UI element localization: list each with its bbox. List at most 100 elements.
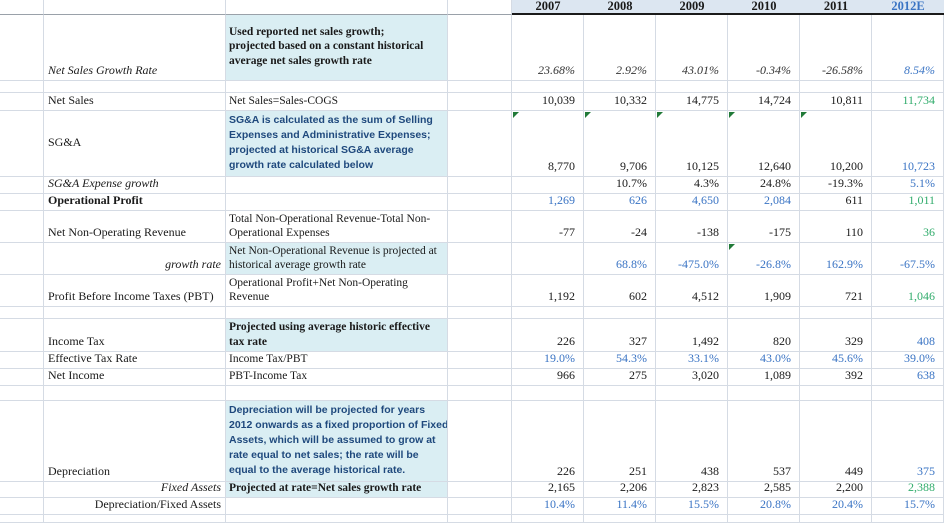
cell-col-d[interactable] bbox=[448, 352, 512, 369]
cell-col-a[interactable] bbox=[0, 15, 44, 81]
value-cell-2011[interactable]: 10,200 bbox=[800, 111, 872, 177]
row-label[interactable]: growth rate bbox=[44, 243, 226, 275]
row-label[interactable] bbox=[44, 307, 226, 319]
value-cell-2012E[interactable]: -67.5% bbox=[872, 243, 944, 275]
year-header-2009[interactable]: 2009 bbox=[656, 0, 728, 15]
cell-col-a[interactable] bbox=[0, 81, 44, 93]
cell-col-a[interactable] bbox=[0, 482, 44, 498]
header-empty-cell[interactable] bbox=[44, 0, 226, 15]
value-cell-2010[interactable]: 14,724 bbox=[728, 93, 800, 111]
value-cell-2009[interactable]: 2,823 bbox=[656, 482, 728, 498]
value-cell-2011[interactable]: 392 bbox=[800, 369, 872, 386]
comment-cell[interactable] bbox=[226, 307, 448, 319]
value-cell-2007[interactable]: 10,039 bbox=[512, 93, 584, 111]
year-header-2010[interactable]: 2010 bbox=[728, 0, 800, 15]
value-cell-2010[interactable]: 12,640 bbox=[728, 111, 800, 177]
value-cell-2009[interactable]: 438 bbox=[656, 401, 728, 482]
value-cell-2012E[interactable]: 375 bbox=[872, 401, 944, 482]
comment-cell[interactable]: Net Non-Operational Revenue is projected… bbox=[226, 243, 448, 275]
cell-col-a[interactable] bbox=[0, 401, 44, 482]
comment-cell[interactable] bbox=[226, 81, 448, 93]
value-cell-2009[interactable]: 15.5% bbox=[656, 498, 728, 515]
value-cell-2008[interactable]: -24 bbox=[584, 211, 656, 243]
value-cell-2010[interactable]: 24.8% bbox=[728, 177, 800, 194]
value-cell-2008[interactable]: 2.92% bbox=[584, 15, 656, 81]
value-cell-2008[interactable] bbox=[584, 307, 656, 319]
comment-cell[interactable] bbox=[226, 498, 448, 515]
value-cell-2011[interactable] bbox=[800, 386, 872, 401]
value-cell-2012E[interactable]: 11,734 bbox=[872, 93, 944, 111]
value-cell-2012E[interactable] bbox=[872, 386, 944, 401]
value-cell-2009[interactable]: 1,492 bbox=[656, 319, 728, 352]
year-header-2011[interactable]: 2011 bbox=[800, 0, 872, 15]
cell-col-a[interactable] bbox=[0, 515, 44, 523]
value-cell-2012E[interactable]: 1,011 bbox=[872, 194, 944, 211]
cell-col-d[interactable] bbox=[448, 401, 512, 482]
value-cell-2012E[interactable]: 1,046 bbox=[872, 275, 944, 307]
value-cell-2010[interactable]: 20.8% bbox=[728, 498, 800, 515]
row-label[interactable]: Net Non-Operating Revenue bbox=[44, 211, 226, 243]
value-cell-2011[interactable]: 449 bbox=[800, 401, 872, 482]
value-cell-2009[interactable]: 14,775 bbox=[656, 93, 728, 111]
cell-col-d[interactable] bbox=[448, 498, 512, 515]
value-cell-2008[interactable]: 626 bbox=[584, 194, 656, 211]
cell-col-a[interactable] bbox=[0, 307, 44, 319]
value-cell-2008[interactable] bbox=[584, 81, 656, 93]
value-cell-2010[interactable]: -26.8% bbox=[728, 243, 800, 275]
cell-col-d[interactable] bbox=[448, 211, 512, 243]
value-cell-2009[interactable] bbox=[656, 307, 728, 319]
value-cell-2007[interactable]: 2,165 bbox=[512, 482, 584, 498]
value-cell-2011[interactable]: -26.58% bbox=[800, 15, 872, 81]
value-cell-2007[interactable] bbox=[512, 386, 584, 401]
value-cell-2011[interactable] bbox=[800, 515, 872, 523]
cell-col-d[interactable] bbox=[448, 177, 512, 194]
comment-cell[interactable]: Depreciation will be projected for years… bbox=[226, 401, 448, 482]
cell-col-a[interactable] bbox=[0, 211, 44, 243]
value-cell-2008[interactable]: 10.7% bbox=[584, 177, 656, 194]
value-cell-2010[interactable] bbox=[728, 515, 800, 523]
value-cell-2009[interactable] bbox=[656, 515, 728, 523]
cell-col-d[interactable] bbox=[448, 15, 512, 81]
row-label[interactable]: Effective Tax Rate bbox=[44, 352, 226, 369]
value-cell-2008[interactable]: 68.8% bbox=[584, 243, 656, 275]
value-cell-2011[interactable]: 721 bbox=[800, 275, 872, 307]
cell-col-a[interactable] bbox=[0, 93, 44, 111]
value-cell-2012E[interactable]: 10,723 bbox=[872, 111, 944, 177]
value-cell-2007[interactable]: 226 bbox=[512, 401, 584, 482]
year-header-2012e[interactable]: 2012E bbox=[872, 0, 944, 15]
value-cell-2009[interactable]: 33.1% bbox=[656, 352, 728, 369]
value-cell-2012E[interactable] bbox=[872, 307, 944, 319]
cell-col-a[interactable] bbox=[0, 275, 44, 307]
comment-cell[interactable]: PBT-Income Tax bbox=[226, 369, 448, 386]
value-cell-2011[interactable]: 2,200 bbox=[800, 482, 872, 498]
year-header-2007[interactable]: 2007 bbox=[512, 0, 584, 15]
row-label[interactable]: Depreciation/Fixed Assets bbox=[44, 498, 226, 515]
value-cell-2012E[interactable]: 36 bbox=[872, 211, 944, 243]
cell-col-d[interactable] bbox=[448, 243, 512, 275]
value-cell-2007[interactable]: 1,269 bbox=[512, 194, 584, 211]
row-label[interactable]: Net Sales Growth Rate bbox=[44, 15, 226, 81]
row-label[interactable]: Income Tax bbox=[44, 319, 226, 352]
comment-cell[interactable]: Projected at rate=Net sales growth rate bbox=[226, 482, 448, 498]
value-cell-2012E[interactable] bbox=[872, 81, 944, 93]
value-cell-2011[interactable]: 329 bbox=[800, 319, 872, 352]
comment-cell[interactable]: Projected using average historic effecti… bbox=[226, 319, 448, 352]
row-label[interactable]: SG&A bbox=[44, 111, 226, 177]
value-cell-2010[interactable]: 2,084 bbox=[728, 194, 800, 211]
header-empty-cell[interactable] bbox=[226, 0, 448, 15]
row-label[interactable] bbox=[44, 515, 226, 523]
value-cell-2011[interactable]: 10,811 bbox=[800, 93, 872, 111]
cell-col-a[interactable] bbox=[0, 386, 44, 401]
value-cell-2011[interactable]: 45.6% bbox=[800, 352, 872, 369]
comment-cell[interactable] bbox=[226, 386, 448, 401]
value-cell-2011[interactable]: 110 bbox=[800, 211, 872, 243]
value-cell-2007[interactable]: 966 bbox=[512, 369, 584, 386]
value-cell-2008[interactable]: 251 bbox=[584, 401, 656, 482]
value-cell-2010[interactable]: 1,909 bbox=[728, 275, 800, 307]
cell-col-d[interactable] bbox=[448, 81, 512, 93]
value-cell-2008[interactable]: 10,332 bbox=[584, 93, 656, 111]
value-cell-2010[interactable] bbox=[728, 386, 800, 401]
cell-col-d[interactable] bbox=[448, 93, 512, 111]
value-cell-2012E[interactable]: 638 bbox=[872, 369, 944, 386]
cell-col-a[interactable] bbox=[0, 498, 44, 515]
